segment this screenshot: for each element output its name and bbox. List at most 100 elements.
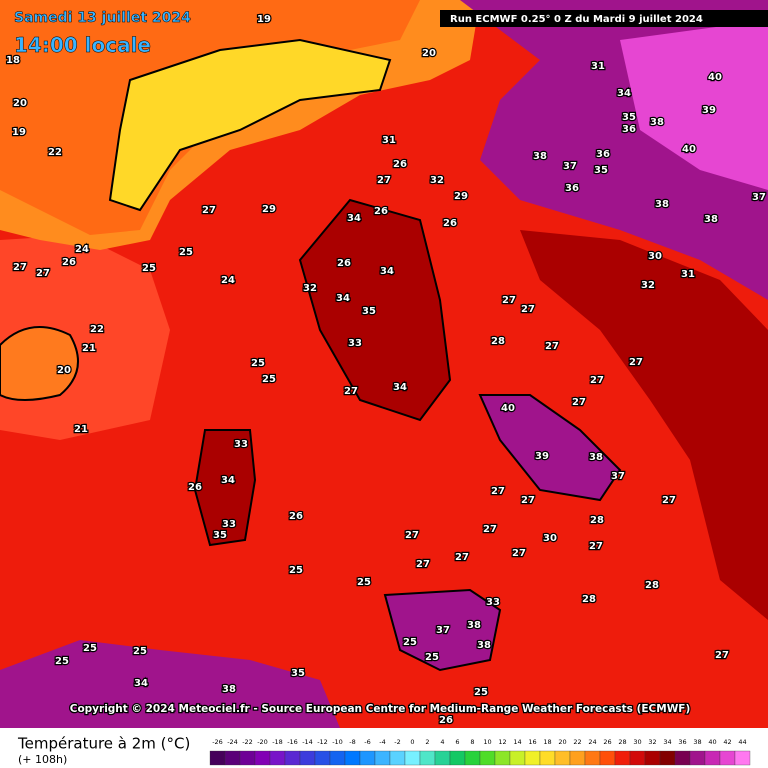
sicily <box>383 588 502 672</box>
temperature-label: 25 <box>179 247 193 258</box>
temperature-label: 36 <box>622 124 636 135</box>
temperature-label: 33 <box>234 439 248 450</box>
temperature-label: 32 <box>641 280 655 291</box>
temperature-label: 33 <box>222 519 236 530</box>
temperature-label: 24 <box>75 244 89 255</box>
legend-swatch <box>629 750 646 766</box>
temperature-label: 21 <box>82 343 96 354</box>
legend-tick-label: -24 <box>227 738 238 746</box>
temperature-label: 27 <box>589 541 603 552</box>
legend-tick-label: -2 <box>394 738 400 746</box>
temperature-label: 35 <box>362 306 376 317</box>
legend-swatch <box>554 750 571 766</box>
legend-tick-label: 40 <box>708 738 716 746</box>
legend-tick-label: 0 <box>410 738 414 746</box>
alps-yellow <box>108 38 392 212</box>
legend-tick-label: 30 <box>633 738 641 746</box>
temperature-label: 27 <box>545 341 559 352</box>
temperature-label: 28 <box>491 336 505 347</box>
legend-tick-label: 38 <box>693 738 701 746</box>
legend-tick-label: 24 <box>588 738 596 746</box>
temperature-label: 38 <box>467 620 481 631</box>
legend-tick-label: 10 <box>483 738 491 746</box>
temperature-label: 26 <box>439 715 453 726</box>
temperature-label: 34 <box>134 678 148 689</box>
temperature-label: 25 <box>289 565 303 576</box>
legend-swatch <box>344 750 361 766</box>
temperature-label: 37 <box>436 625 450 636</box>
temperature-label: 32 <box>430 175 444 186</box>
temperature-label: 26 <box>289 511 303 522</box>
temperature-label: 27 <box>344 386 358 397</box>
temperature-label: 28 <box>645 580 659 591</box>
legend-tick-label: 44 <box>738 738 746 746</box>
legend-tick-label: 16 <box>528 738 536 746</box>
temperature-label: 20 <box>422 48 436 59</box>
temperature-label: 33 <box>486 597 500 608</box>
legend-tick-label: -18 <box>272 738 283 746</box>
legend-swatch <box>569 750 586 766</box>
temperature-label: 26 <box>188 482 202 493</box>
temperature-label: 26 <box>337 258 351 269</box>
temperature-label: 27 <box>36 268 50 279</box>
temperature-label: 20 <box>57 365 71 376</box>
temperature-label: 40 <box>708 72 722 83</box>
legend-swatch <box>524 750 541 766</box>
legend-tick-label: 14 <box>513 738 521 746</box>
temperature-label: 24 <box>221 275 235 286</box>
temperature-label: 25 <box>251 358 265 369</box>
legend-tick-label: -10 <box>332 738 343 746</box>
legend-swatch <box>539 750 556 766</box>
legend-swatch <box>224 750 241 766</box>
temperature-label: 34 <box>393 382 407 393</box>
run-info: Run ECMWF 0.25° 0 Z du Mardi 9 juillet 2… <box>450 14 703 25</box>
legend-swatch <box>389 750 406 766</box>
legend-swatch <box>644 750 661 766</box>
temperature-label: 25 <box>262 374 276 385</box>
legend-swatch <box>584 750 601 766</box>
temperature-label: 27 <box>502 295 516 306</box>
africa-purple <box>0 640 340 728</box>
temperature-label: 25 <box>474 687 488 698</box>
legend-swatch <box>284 750 301 766</box>
temperature-label: 26 <box>443 218 457 229</box>
temperature-label: 38 <box>589 452 603 463</box>
legend-swatch <box>314 750 331 766</box>
legend-swatch <box>209 750 226 766</box>
temperature-label: 30 <box>648 251 662 262</box>
temperature-label: 27 <box>377 175 391 186</box>
legend-tick-label: -6 <box>364 738 370 746</box>
legend-tick-label: 4 <box>440 738 444 746</box>
temperature-label: 25 <box>55 656 69 667</box>
legend-swatch <box>239 750 256 766</box>
temperature-label: 37 <box>611 471 625 482</box>
legend-tick-label: 2 <box>425 738 429 746</box>
temperature-label: 34 <box>347 213 361 224</box>
temperature-label: 31 <box>382 135 396 146</box>
legend-swatch <box>419 750 436 766</box>
legend-swatch <box>404 750 421 766</box>
legend-swatch <box>704 750 721 766</box>
legend-swatch <box>494 750 511 766</box>
temperature-label: 35 <box>213 530 227 541</box>
temperature-label: 37 <box>563 161 577 172</box>
temperature-label: 25 <box>83 643 97 654</box>
sardinia <box>193 429 257 547</box>
legend-swatch <box>449 750 466 766</box>
legend-tick-label: 22 <box>573 738 581 746</box>
temperature-label: 27 <box>202 205 216 216</box>
temperature-label: 29 <box>262 204 276 215</box>
temperature-label: 27 <box>491 486 505 497</box>
legend-swatch <box>269 750 286 766</box>
temperature-label: 27 <box>512 548 526 559</box>
temperature-label: 19 <box>257 14 271 25</box>
legend-tick-label: 36 <box>678 738 686 746</box>
temperature-label: 25 <box>133 646 147 657</box>
legend-subtitle: (+ 108h) <box>18 753 67 766</box>
temperature-label: 33 <box>348 338 362 349</box>
legend-tick-label: 32 <box>648 738 656 746</box>
balkan-coast <box>520 230 768 620</box>
temperature-label: 28 <box>590 515 604 526</box>
legend-tick-label: -14 <box>302 738 313 746</box>
